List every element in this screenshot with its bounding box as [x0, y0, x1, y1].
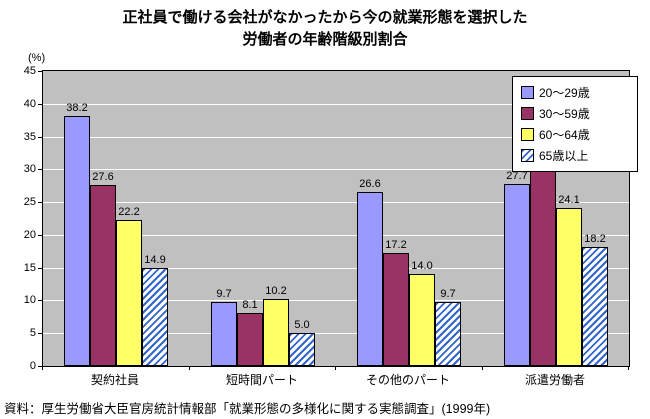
bar-value-label: 22.2	[118, 206, 140, 218]
y-tick	[38, 300, 42, 301]
x-tick	[189, 366, 190, 370]
y-tick	[38, 202, 42, 203]
bar-派遣労働者-30〜59歳	[530, 171, 556, 366]
y-tick	[38, 71, 42, 72]
legend-label: 65歳以上	[539, 149, 589, 163]
legend: 20〜29歳 30〜59歳 60〜64歳 65歳以上	[512, 76, 638, 172]
legend-label: 30〜59歳	[539, 107, 590, 121]
y-tick	[38, 268, 42, 269]
bar-派遣労働者-65歳以上	[582, 247, 608, 366]
bar-value-label: 26.6	[359, 178, 381, 190]
legend-color-swatch	[521, 86, 534, 99]
chart-title-line2: 労働者の年齢階級別割合	[242, 30, 408, 48]
bar-派遣労働者-60〜64歳	[556, 208, 582, 366]
bar-派遣労働者-20〜29歳	[504, 184, 530, 366]
bar-契約社員-60〜64歳	[116, 220, 142, 366]
legend-color-swatch	[521, 128, 534, 141]
bar-value-label: 38.2	[66, 102, 88, 114]
y-tick	[38, 169, 42, 170]
y-tick	[38, 333, 42, 334]
bar-value-label: 14.0	[411, 260, 433, 272]
legend-label: 60〜64歳	[539, 128, 590, 142]
y-axis-unit-label: (%)	[28, 52, 46, 64]
legend-item: 20〜29歳	[521, 82, 629, 103]
bar-value-label: 9.7	[440, 288, 456, 300]
bar-契約社員-30〜59歳	[90, 185, 116, 366]
bar-短時間パート-20〜29歳	[211, 302, 237, 366]
chart-title-line1: 正社員で働ける会社がなかったから今の就業形態を選択した	[122, 9, 528, 26]
y-tick-label: 45	[23, 65, 36, 77]
chart-title: 正社員で働ける会社がなかったから今の就業形態を選択した 労働者の年齢階級別割合	[0, 7, 650, 51]
y-tick	[38, 235, 42, 236]
y-tick	[38, 366, 42, 367]
y-tick-label: 10	[23, 294, 36, 306]
y-tick-label: 15	[23, 262, 36, 274]
bar-value-label: 18.2	[584, 233, 606, 245]
bar-value-label: 24.1	[558, 194, 580, 206]
y-tick-label: 0	[29, 360, 36, 372]
y-tick-label: 40	[23, 98, 36, 110]
gridline	[43, 235, 629, 236]
bar-value-label: 8.1	[242, 299, 258, 311]
y-tick-label: 35	[23, 131, 36, 143]
bar-value-label: 17.2	[385, 239, 407, 251]
gridline	[43, 268, 629, 269]
y-tick-label: 25	[23, 196, 36, 208]
y-tick-label: 30	[23, 163, 36, 175]
y-tick-label: 5	[29, 327, 36, 339]
x-tick	[335, 366, 336, 370]
x-category-label: その他のパート	[365, 373, 451, 387]
legend-item: 30〜59歳	[521, 103, 629, 124]
legend-label: 20〜29歳	[539, 86, 590, 100]
bar-契約社員-65歳以上	[142, 268, 168, 366]
gridline	[43, 300, 629, 301]
x-category-label: 契約社員	[90, 373, 140, 387]
bar-その他のパート-60〜64歳	[409, 274, 435, 366]
bar-その他のパート-20〜29歳	[357, 192, 383, 366]
gridline	[43, 169, 629, 170]
bar-value-label: 5.0	[294, 319, 310, 331]
gridline	[43, 333, 629, 334]
gridline	[43, 104, 629, 105]
bar-契約社員-20〜29歳	[64, 116, 90, 366]
gridline	[43, 202, 629, 203]
bar-短時間パート-30〜59歳	[237, 313, 263, 366]
bar-value-label: 10.2	[265, 285, 287, 297]
y-tick	[38, 104, 42, 105]
bar-value-label: 9.7	[216, 288, 232, 300]
legend-item: 60〜64歳	[521, 124, 629, 145]
x-tick	[482, 366, 483, 370]
x-tick	[42, 366, 43, 370]
x-tick	[628, 366, 629, 370]
bar-短時間パート-60〜64歳	[263, 299, 289, 366]
bar-value-label: 27.6	[92, 171, 114, 183]
legend-color-swatch	[521, 107, 534, 120]
y-tick	[38, 137, 42, 138]
bar-その他のパート-65歳以上	[435, 302, 461, 366]
gridline	[43, 137, 629, 138]
bar-value-label: 14.9	[144, 254, 166, 266]
bar-value-label: 27.7	[506, 170, 528, 182]
source-note: 資料：厚生労働省大臣官房統計情報部「就業形態の多様化に関する実態調査」(1999…	[4, 402, 491, 416]
bar-短時間パート-65歳以上	[289, 333, 315, 366]
bar-その他のパート-30〜59歳	[383, 253, 409, 366]
x-category-label: 短時間パート	[225, 373, 299, 387]
y-tick-label: 20	[23, 229, 36, 241]
x-category-label: 派遣労働者	[524, 373, 586, 387]
legend-item: 65歳以上	[521, 145, 629, 166]
legend-color-swatch	[521, 149, 534, 162]
